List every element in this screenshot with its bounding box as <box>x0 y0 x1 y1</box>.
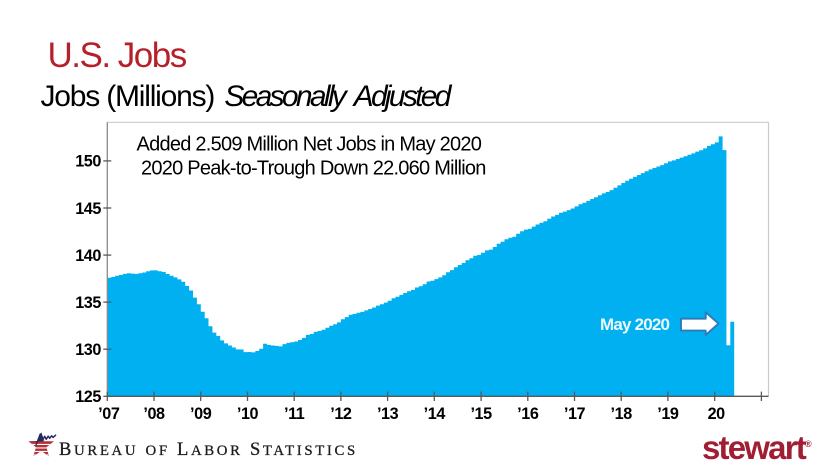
svg-text:145: 145 <box>75 200 101 218</box>
svg-text:’17: ’17 <box>564 405 586 423</box>
svg-text:’12: ’12 <box>330 405 352 423</box>
svg-text:’14: ’14 <box>424 405 446 423</box>
svg-text:’15: ’15 <box>470 405 492 423</box>
svg-text:’18: ’18 <box>611 405 633 423</box>
svg-text:’10: ’10 <box>237 405 259 423</box>
svg-text:130: 130 <box>75 341 101 359</box>
svg-text:150: 150 <box>75 153 101 171</box>
svg-text:125: 125 <box>75 388 101 406</box>
svg-text:’07: ’07 <box>98 405 120 423</box>
svg-text:’16: ’16 <box>517 405 539 423</box>
svg-text:140: 140 <box>75 247 101 265</box>
svg-text:135: 135 <box>75 294 101 312</box>
svg-text:May 2020: May 2020 <box>600 315 670 334</box>
svg-text:’08: ’08 <box>143 405 165 423</box>
svg-text:’19: ’19 <box>657 405 679 423</box>
svg-text:2020 Peak-to-Trough Down 22.06: 2020 Peak-to-Trough Down 22.060 Million <box>141 158 486 180</box>
svg-text:20: 20 <box>708 405 726 423</box>
svg-text:’11: ’11 <box>284 405 305 423</box>
svg-text:’13: ’13 <box>377 405 399 423</box>
svg-text:’09: ’09 <box>190 405 212 423</box>
svg-text:Added 2.509 Million Net Jobs i: Added 2.509 Million Net Jobs in May 2020 <box>137 134 482 156</box>
